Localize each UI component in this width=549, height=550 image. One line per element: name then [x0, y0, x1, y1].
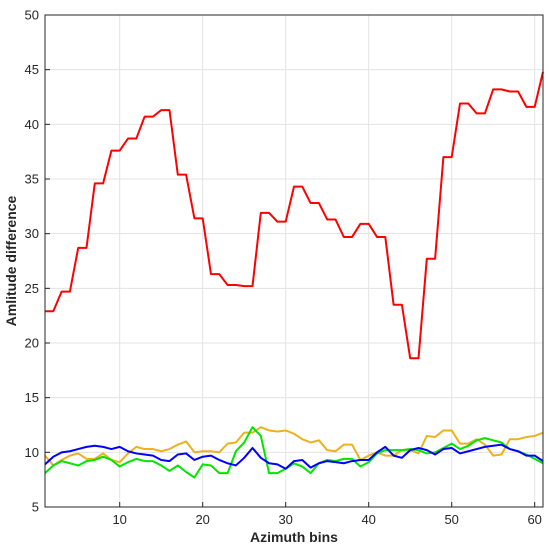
- y-axis-label: Amlitude difference: [3, 195, 19, 326]
- x-tick-label: 30: [278, 512, 292, 527]
- x-axis-label: Azimuth bins: [250, 529, 338, 545]
- x-tick-label: 40: [361, 512, 375, 527]
- y-tick-label: 40: [25, 117, 39, 132]
- series-line-1: [45, 71, 544, 360]
- x-tick-label: 10: [112, 512, 126, 527]
- x-axis-ticks: 10 20 30 40 50 60: [112, 502, 542, 527]
- y-tick-label: 45: [25, 62, 39, 77]
- series-group: [44, 71, 544, 479]
- y-tick-label: 5: [32, 500, 39, 515]
- plot-frame: [44, 14, 544, 508]
- x-tick-label: 60: [527, 512, 541, 527]
- series-line-4: [44, 443, 544, 470]
- y-tick-label: 25: [25, 281, 39, 296]
- y-tick-label: 50: [25, 8, 39, 23]
- x-tick-label: 50: [444, 512, 458, 527]
- y-tick-label: 35: [25, 172, 39, 187]
- y-tick-label: 30: [25, 226, 39, 241]
- series-line-3: [44, 426, 544, 479]
- plot-background: [45, 15, 543, 507]
- y-tick-label: 20: [25, 336, 39, 351]
- x-tick-label: 20: [195, 512, 209, 527]
- y-tick-label: 10: [25, 445, 39, 460]
- series-line-2: [44, 426, 544, 467]
- y-tick-label: 15: [25, 390, 39, 405]
- y-axis-ticks: 5 10 15 20 25 30 35 40 45 50: [25, 8, 50, 515]
